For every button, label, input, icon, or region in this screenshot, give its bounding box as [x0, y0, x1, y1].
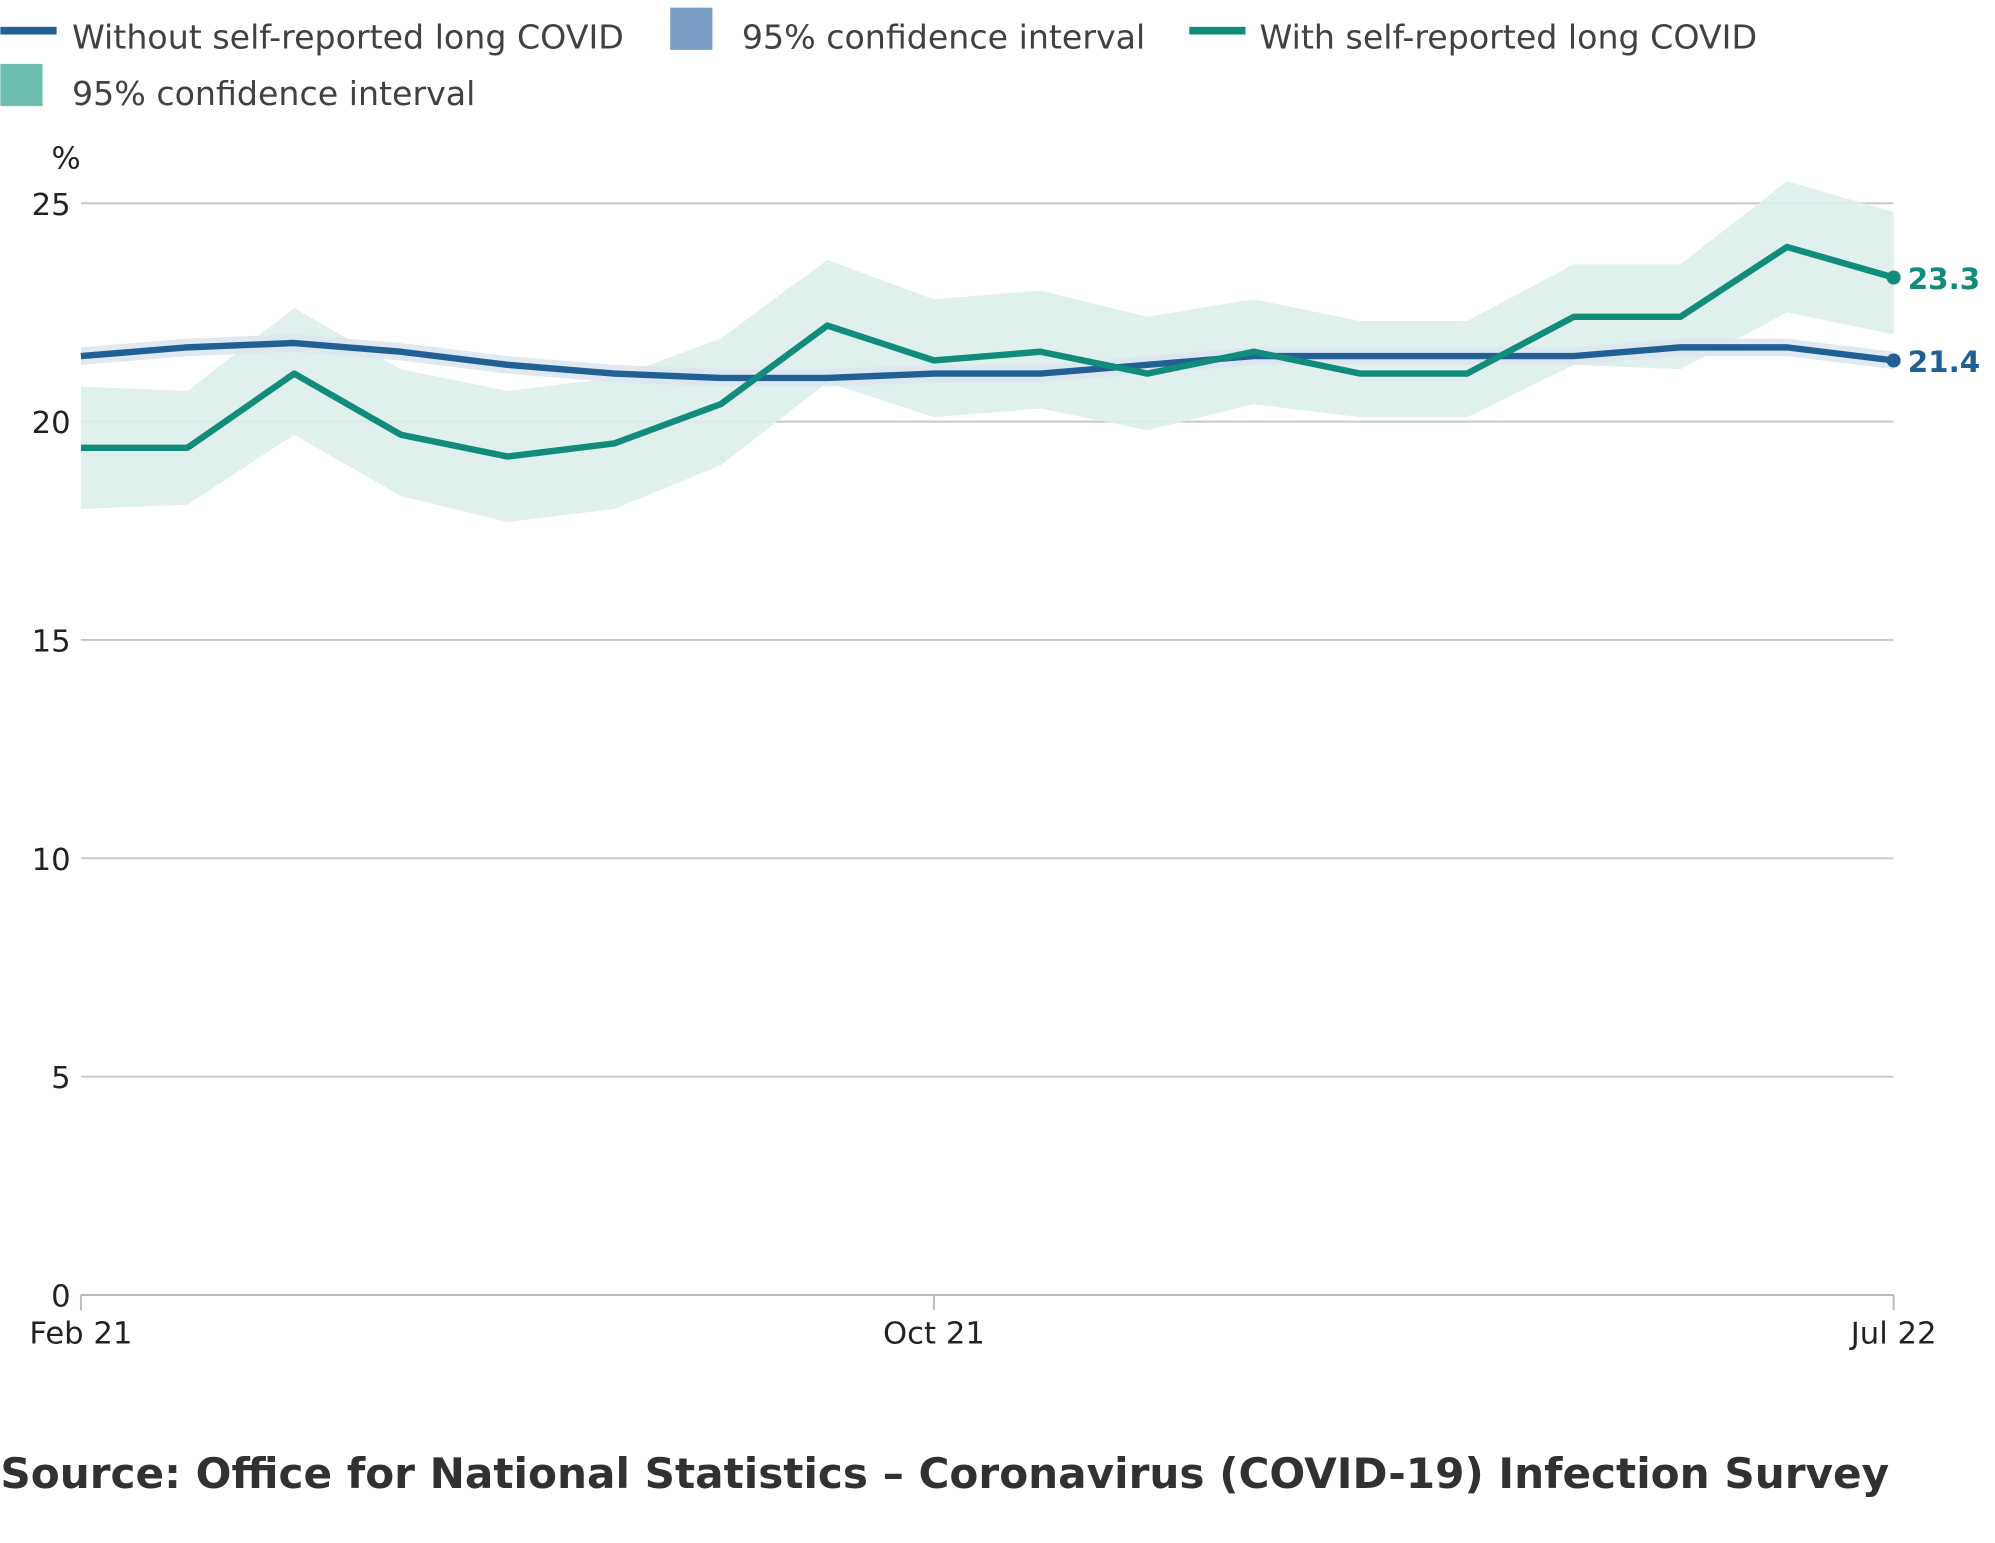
confidence-band	[80, 181, 1894, 523]
legend-label-with: With self-reported long COVID	[1260, 18, 1757, 57]
x-tick-label: Oct 21	[883, 1317, 985, 1352]
source-note: Source: Office for National Statistics –…	[0, 1449, 1889, 1498]
y-tick-label: 25	[32, 188, 71, 223]
y-tick-label: 15	[32, 624, 71, 659]
y-tick-label: 0	[51, 1280, 71, 1315]
end-value-label: 23.3	[1908, 262, 1981, 296]
legend-swatch-without	[0, 26, 57, 35]
legend: Without self-reported long COVID 95% con…	[0, 7, 1757, 113]
series-line	[80, 339, 1895, 382]
confidence-band	[80, 334, 1894, 387]
y-tick-label: 20	[32, 406, 71, 441]
x-tick-label: Feb 21	[29, 1317, 132, 1352]
x-tick-label: Jul 22	[1849, 1317, 1937, 1352]
legend-swatch-ci-without	[670, 7, 713, 50]
y-axis-label: %	[52, 142, 81, 177]
y-tick-label: 5	[51, 1061, 71, 1096]
legend-label-ci-with: 95% confidence interval	[72, 74, 475, 113]
end-point-marker	[1886, 270, 1901, 285]
legend-swatch-ci-with	[0, 63, 43, 107]
legend-label-without: Without self-reported long COVID	[72, 18, 624, 57]
y-tick-label: 10	[32, 843, 71, 878]
legend-label-ci-without: 95% confidence interval	[742, 18, 1145, 57]
legend-swatch-with	[1189, 26, 1246, 35]
series-line	[80, 243, 1895, 460]
end-value-label: 21.4	[1908, 345, 1981, 379]
end-point-marker	[1886, 353, 1901, 368]
